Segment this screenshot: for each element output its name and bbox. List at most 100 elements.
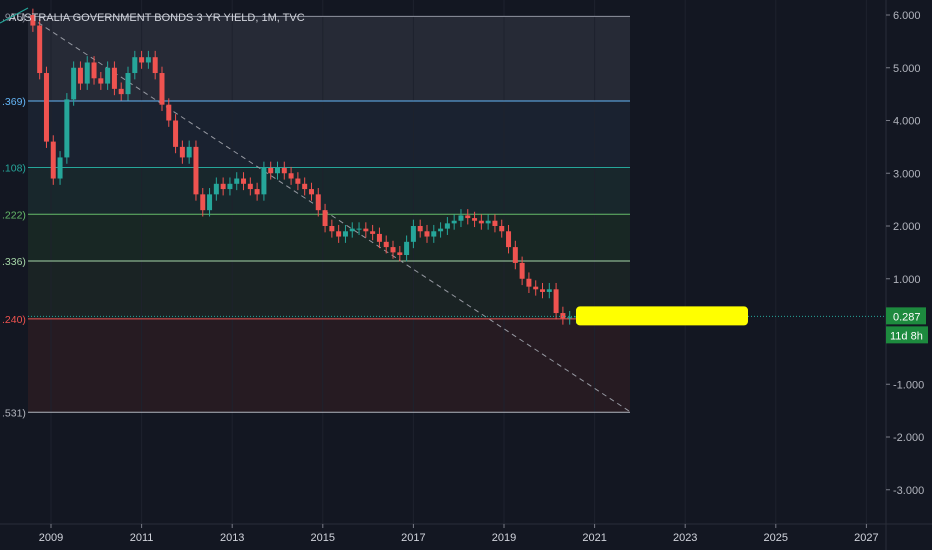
candle	[159, 66, 165, 112]
candle	[247, 177, 253, 196]
candle	[227, 177, 233, 196]
candle	[336, 224, 342, 243]
candle-body	[444, 223, 450, 229]
candle	[499, 219, 505, 238]
fib-zone	[28, 261, 630, 319]
candle	[526, 272, 532, 293]
candle-body	[139, 57, 145, 63]
candle	[281, 161, 287, 180]
candle	[37, 19, 43, 80]
candle-body	[526, 278, 532, 287]
price-badge-box	[886, 307, 926, 325]
candle-body	[506, 231, 512, 248]
price-badge: 0.287 11d 8h	[886, 307, 928, 344]
x-tick-label: 2011	[130, 532, 154, 544]
candle	[295, 172, 301, 191]
fib-lines	[28, 15, 630, 413]
candle-body	[261, 167, 267, 195]
candle-body	[410, 226, 416, 242]
candle-body	[179, 146, 185, 158]
candle	[546, 282, 552, 299]
candle-body	[546, 289, 552, 292]
candle	[193, 140, 199, 201]
candle-body	[220, 183, 226, 190]
drawing-line	[0, 7, 29, 24]
candle	[410, 219, 416, 249]
grid-lines	[50, 0, 867, 524]
fib-level-label: .531)	[2, 407, 26, 419]
price-axis[interactable]: 6.000 5.000 4.000 3.000 2.000 1.000 -1.000 -2.0…	[886, 10, 924, 497]
candle	[424, 224, 430, 243]
candle	[139, 50, 145, 69]
candle-body	[458, 215, 464, 221]
candle-body	[540, 289, 546, 292]
fib-level-label: .336)	[2, 256, 26, 268]
candle	[302, 177, 308, 196]
candle-body	[424, 231, 430, 237]
candle	[145, 50, 151, 69]
highlight-marker[interactable]	[576, 306, 748, 326]
fib-zone	[28, 214, 630, 262]
candle-body	[145, 57, 151, 63]
x-tick-label: 2021	[582, 532, 606, 544]
fib-zone	[28, 318, 630, 413]
fib-level-label: .240)	[2, 314, 26, 326]
candle-body	[50, 141, 56, 179]
candle-body	[472, 218, 478, 221]
candle-body	[383, 241, 389, 248]
candle	[329, 219, 335, 238]
candle-body	[268, 167, 274, 174]
chart-title: AUSTRALIA GOVERNMENT BONDS 3 YR YIELD, 1…	[9, 12, 305, 24]
candle	[186, 140, 192, 164]
candle	[458, 209, 464, 228]
candle-body	[329, 226, 335, 232]
trend-line[interactable]	[30, 17, 632, 413]
candle-body	[288, 173, 294, 179]
candle-body	[64, 99, 70, 158]
candle	[213, 177, 219, 201]
candle-body	[308, 189, 314, 195]
candle	[383, 235, 389, 254]
candle-body	[478, 220, 484, 224]
candle-body	[111, 67, 117, 89]
y-tick-label: -2.000	[893, 432, 924, 444]
candle	[77, 61, 83, 90]
candle-body	[533, 286, 539, 290]
candle	[356, 222, 362, 235]
candle-body	[485, 220, 491, 224]
x-tick-label: 2019	[492, 532, 516, 544]
candle-body	[465, 215, 471, 219]
x-tick-label: 2013	[220, 532, 244, 544]
candle-body	[295, 178, 301, 184]
candle-body	[519, 262, 525, 279]
time-axis[interactable]: 2009 2011 2013 2015 2017 2019 2021 2023 2025 2027	[39, 524, 879, 544]
candle	[30, 8, 36, 32]
candle	[220, 177, 226, 196]
candle	[390, 240, 396, 259]
fib-zone	[28, 167, 630, 215]
candle-body	[234, 178, 240, 184]
candle	[472, 211, 478, 228]
candle-body	[200, 194, 206, 211]
candle-body	[492, 220, 498, 226]
candle	[50, 135, 56, 185]
candle	[506, 224, 512, 254]
candle-body	[84, 62, 90, 84]
candle	[478, 214, 484, 230]
candle-body	[560, 313, 566, 319]
candle	[125, 66, 131, 101]
candle-body	[37, 25, 43, 74]
candle-body	[451, 220, 457, 224]
y-tick-label: 5.000	[893, 63, 921, 75]
candle-body	[254, 189, 260, 195]
candle-body	[173, 120, 179, 147]
y-tick-label: 4.000	[893, 116, 921, 128]
candle-body	[91, 62, 97, 79]
candle-body	[322, 210, 328, 226]
candle-body	[567, 317, 573, 319]
candle	[451, 214, 457, 230]
candle	[431, 224, 437, 243]
fib-zone	[28, 101, 630, 168]
